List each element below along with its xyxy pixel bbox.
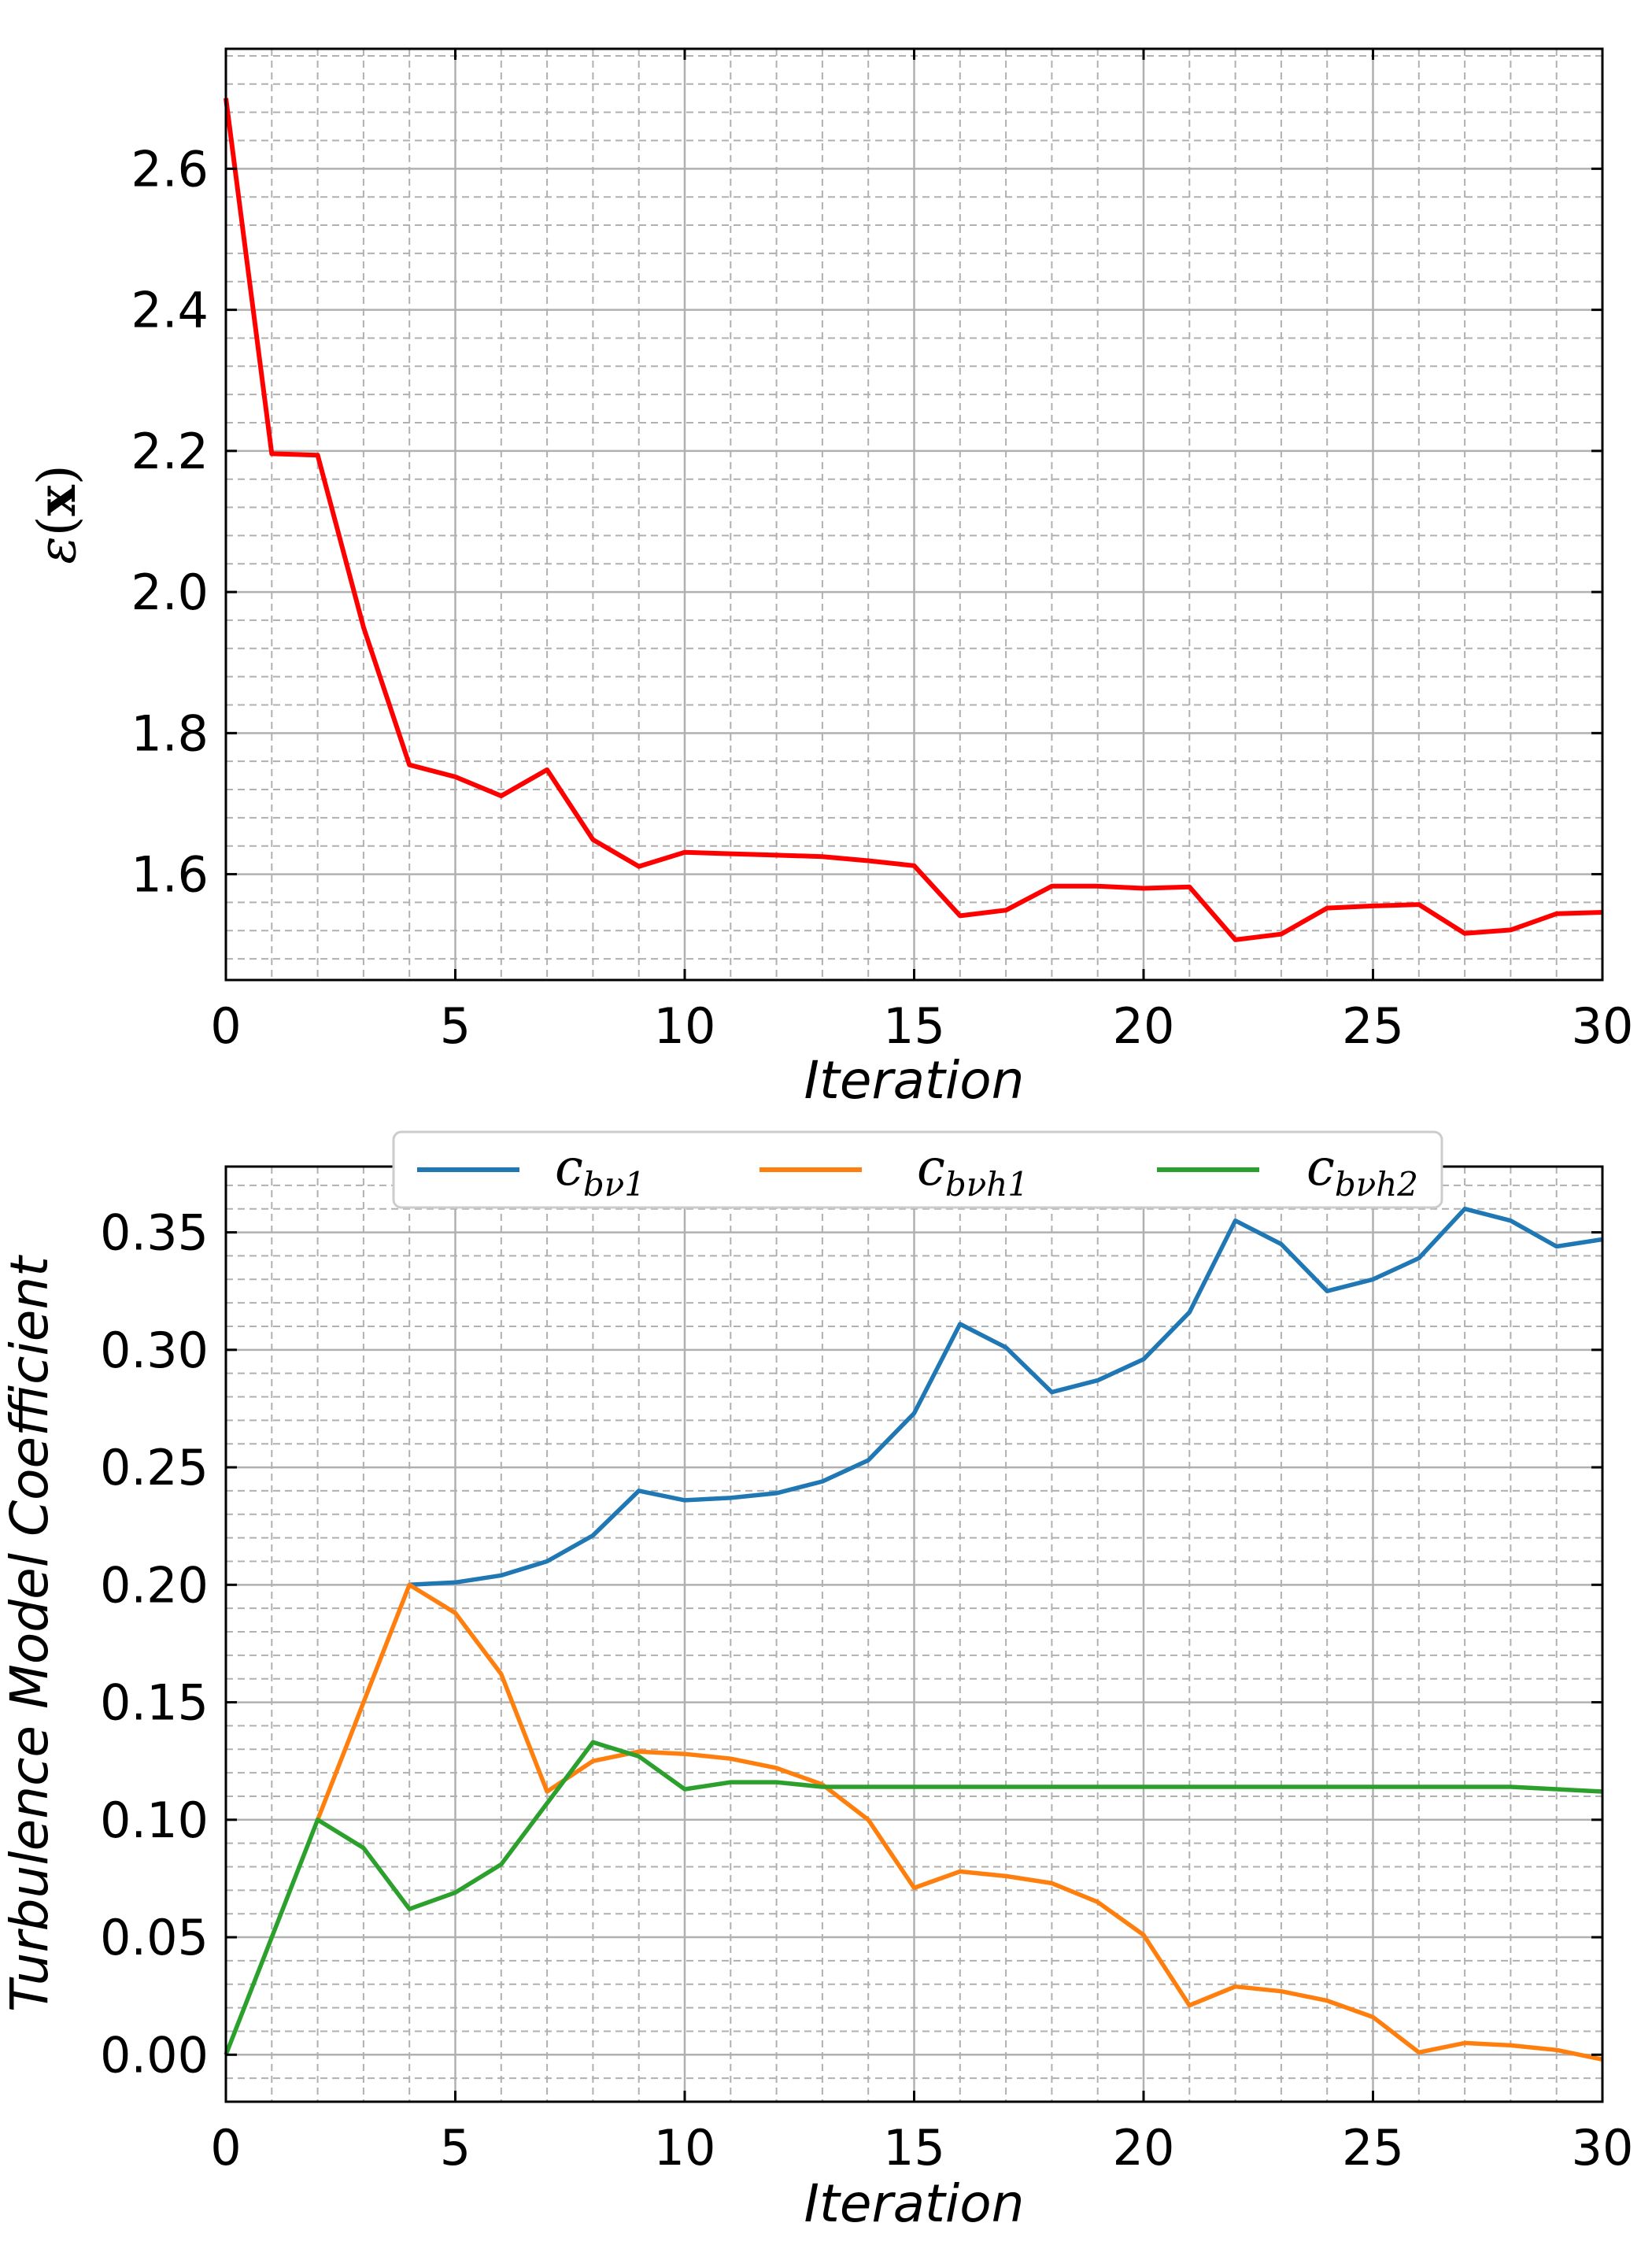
y-axis-label: ε(x) [26, 464, 87, 564]
bottom-chart-coefficients: 0 5 10 15 20 25 30 0.00 0.05 0.10 0.15 0.20 0.25 0.30… [0, 1130, 1634, 2234]
legend: cbν1 cbνh1 cbνh2 [392, 1130, 1443, 1209]
x-tick-label: 5 [440, 997, 471, 1055]
x-axis-label: Iteration [804, 1050, 1025, 1111]
x-axis-label: Iteration [804, 2173, 1025, 2234]
x-tick-label: 10 [654, 2119, 716, 2176]
y-tick-label: 0.15 [100, 1674, 209, 1732]
x-tick-label: 30 [1572, 2119, 1634, 2176]
x-tick-label: 25 [1342, 997, 1404, 1055]
legend-label-2: cbνh2 [1306, 1139, 1418, 1204]
top-chart-epsilon: 0 5 10 15 20 25 30 1.6 1.8 2.0 2.2 2.4 2.6 Iteration ε… [26, 47, 1634, 1111]
x-tick-label: 10 [654, 997, 716, 1055]
legend-label-0: cbν1 [555, 1139, 645, 1204]
legend-label-1: cbνh1 [917, 1139, 1029, 1204]
y-tick-label: 2.2 [131, 423, 209, 480]
x-tick-label: 0 [210, 2119, 241, 2176]
x-tick-label: 20 [1113, 2119, 1175, 2176]
x-tick-label: 15 [883, 997, 945, 1055]
y-tick-label: 0.00 [100, 2026, 209, 2084]
x-tick-label: 0 [210, 997, 241, 1055]
series-line-0 [224, 98, 1603, 942]
y-tick-label: 0.20 [100, 1556, 209, 1614]
x-tick-label: 30 [1572, 997, 1634, 1055]
series-line-1 [316, 1582, 1603, 2062]
x-tick-label: 20 [1113, 997, 1175, 1055]
x-tick-label: 25 [1342, 2119, 1404, 2176]
y-tick-label: 0.25 [100, 1439, 209, 1496]
y-tick-label: 2.6 [131, 140, 209, 198]
y-tick-label: 0.35 [100, 1204, 209, 1262]
y-tick-label: 0.30 [100, 1322, 209, 1379]
y-tick-label: 2.4 [131, 282, 209, 339]
y-tick-label: 1.6 [131, 846, 209, 904]
y-tick-label: 2.0 [131, 564, 209, 621]
series-line-0 [409, 1206, 1603, 1588]
y-tick-label: 0.05 [100, 1909, 209, 1966]
y-tick-label: 0.10 [100, 1792, 209, 1849]
x-tick-label: 15 [883, 2119, 945, 2176]
y-axis-label: Turbulence Model Coefficient [0, 1255, 60, 2012]
series-line-2 [224, 1740, 1603, 2056]
legend-box [392, 1130, 1443, 1209]
y-tick-label: 1.8 [131, 705, 209, 762]
x-tick-label: 5 [440, 2119, 471, 2176]
